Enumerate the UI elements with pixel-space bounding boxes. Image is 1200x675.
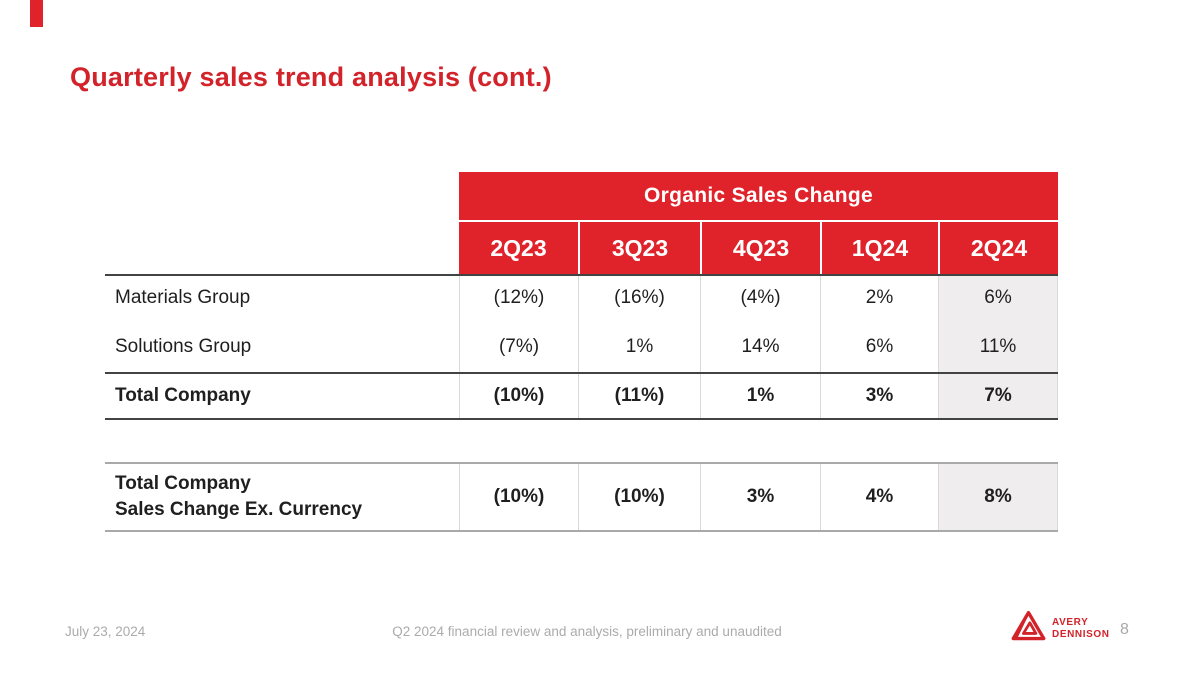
cell-value: 6% [820, 322, 938, 372]
ex-currency-label-line2: Sales Change Ex. Currency [115, 499, 363, 520]
cell-value: (16%) [578, 274, 700, 322]
avery-dennison-logo: AVERY DENNISON [1010, 608, 1110, 650]
page-number: 8 [1120, 621, 1129, 638]
cell-value: (11%) [578, 372, 700, 420]
cell-value: 4% [820, 464, 938, 530]
cell-value-highlighted: 11% [938, 322, 1058, 372]
column-header-1q24: 1Q24 [820, 222, 938, 274]
quarter-header-row: 2Q23 3Q23 4Q23 1Q24 2Q24 [459, 222, 1058, 274]
cell-value: 2% [820, 274, 938, 322]
cell-value-highlighted: 7% [938, 372, 1058, 420]
ex-currency-table: Total Company Sales Change Ex. Currency … [105, 462, 1058, 532]
table-header-band: Organic Sales Change [459, 172, 1058, 220]
cell-value: 1% [700, 372, 820, 420]
cell-value: 3% [820, 372, 938, 420]
cell-value: (4%) [700, 274, 820, 322]
cell-value: (10%) [459, 372, 578, 420]
logo-text-line2: DENNISON [1052, 629, 1110, 640]
row-label: Solutions Group [115, 336, 252, 357]
footer-disclaimer: Q2 2024 financial review and analysis, p… [392, 624, 782, 639]
row-label: Materials Group [115, 287, 251, 308]
column-header-2q23: 2Q23 [459, 222, 578, 274]
cell-value: (10%) [578, 464, 700, 530]
cell-value: 3% [700, 464, 820, 530]
cell-value: 14% [700, 322, 820, 372]
organic-sales-table: Organic Sales Change 2Q23 3Q23 4Q23 1Q24… [105, 172, 1058, 420]
cell-value: 1% [578, 322, 700, 372]
top-left-accent-bar [30, 0, 43, 27]
column-header-2q24: 2Q24 [938, 222, 1058, 274]
table-rule-bottom [105, 418, 1058, 420]
table-row-solutions-group: Solutions Group (7%) 1% 14% 6% 11% [105, 322, 1058, 372]
cell-value: (10%) [459, 464, 578, 530]
table-rule-top [105, 274, 1058, 276]
footer-date: July 23, 2024 [65, 624, 146, 639]
ex-currency-label: Total Company Sales Change Ex. Currency [105, 464, 459, 530]
page-title: Quarterly sales trend analysis (cont.) [70, 62, 552, 92]
column-header-4q23: 4Q23 [700, 222, 820, 274]
cell-value: (12%) [459, 274, 578, 322]
logo-text-line1: AVERY [1052, 617, 1089, 629]
cell-value-highlighted: 6% [938, 274, 1058, 322]
avery-dennison-logo-icon [1010, 608, 1047, 650]
row-label: Total Company [115, 385, 251, 406]
column-header-3q23: 3Q23 [578, 222, 700, 274]
table-row-materials-group: Materials Group (12%) (16%) (4%) 2% 6% [105, 274, 1058, 322]
cell-value-highlighted: 8% [938, 464, 1058, 530]
table-rule-above-total [105, 372, 1058, 374]
cell-value: (7%) [459, 322, 578, 372]
table-row-total-company: Total Company (10%) (11%) 1% 3% 7% [105, 372, 1058, 420]
ex-currency-label-line1: Total Company [115, 473, 251, 495]
avery-dennison-logo-text: AVERY DENNISON [1052, 617, 1110, 641]
